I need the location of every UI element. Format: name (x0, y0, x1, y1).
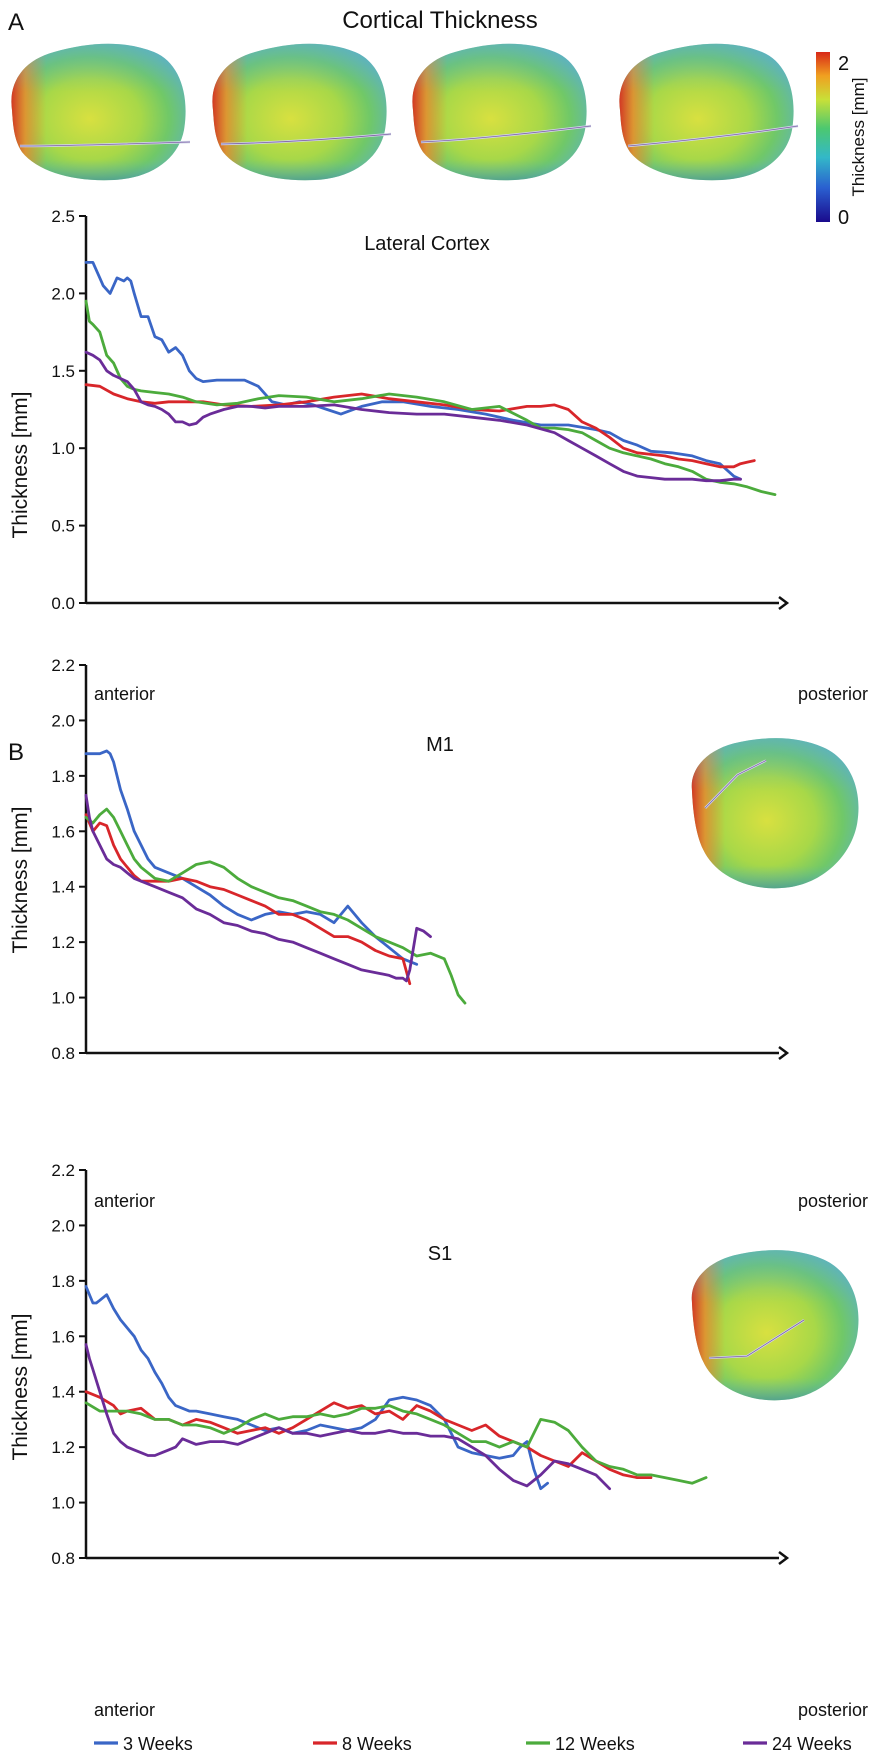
series-line-24-weeks (84, 1343, 611, 1491)
series-line-3-weeks (84, 749, 419, 966)
legend-label: 12 Weeks (555, 1734, 635, 1754)
y-tick-label: 0.5 (51, 517, 75, 536)
colorbar-title: Thickness [mm] (849, 77, 868, 196)
series-line-8-weeks (84, 813, 412, 986)
y-tick-label: 1.2 (51, 933, 75, 952)
brain-inset-m1 (691, 738, 859, 889)
chart-m1: M1 Thickness [mm] anterior posterior 0.8… (9, 656, 868, 1211)
y-tick-label: 2.0 (51, 1216, 75, 1235)
y-tick-label: 0.0 (51, 594, 75, 613)
series-line-12-weeks (84, 299, 777, 497)
y-tick-label: 1.0 (51, 439, 75, 458)
chart-s1: S1 Thickness [mm] anterior posterior 0.8… (9, 1161, 868, 1720)
y-axis-label: Thickness [mm] (9, 806, 32, 953)
colorbar: 2 0 Thickness [mm] (816, 52, 868, 229)
y-tick-label: 0.8 (51, 1549, 75, 1568)
y-tick-label: 1.8 (51, 1272, 75, 1291)
colorbar-min-label: 0 (838, 207, 849, 229)
y-tick-label: 1.6 (51, 1327, 75, 1346)
brain-render-24-weeks (619, 43, 799, 181)
x-axis-end-label: posterior (798, 1700, 868, 1720)
figure-title: Cortical Thickness (342, 7, 538, 34)
legend-item-3-weeks: 3 Weeks (94, 1734, 193, 1754)
brain-render-12-weeks (412, 43, 592, 181)
y-tick-label: 1.8 (51, 767, 75, 786)
series-line-24-weeks (84, 793, 432, 983)
legend-label: 8 Weeks (342, 1734, 412, 1754)
panel-a-label: A (8, 9, 24, 36)
series-line-8-weeks (84, 383, 756, 469)
legend-label: 24 Weeks (772, 1734, 852, 1754)
brain-inset-s1 (691, 1250, 859, 1401)
chart-lateral-cortex: Lateral Cortex Thickness [mm] anterior p… (9, 207, 868, 704)
brain-render-8-weeks (212, 43, 392, 181)
legend-item-8-weeks: 8 Weeks (313, 1734, 412, 1754)
colorbar-gradient (816, 52, 830, 222)
y-tick-label: 2.0 (51, 711, 75, 730)
colorbar-max-label: 2 (838, 53, 849, 75)
x-axis-arrow (778, 1551, 790, 1565)
series-line-12-weeks (84, 1401, 708, 1485)
legend: 3 Weeks 8 Weeks 12 Weeks 24 Weeks (94, 1734, 852, 1754)
y-tick-label: 1.4 (51, 1383, 75, 1402)
y-tick-label: 0.8 (51, 1044, 75, 1063)
chart-title: Lateral Cortex (364, 233, 490, 255)
y-tick-label: 1.5 (51, 362, 75, 381)
chart-title: M1 (426, 734, 454, 756)
series-line-12-weeks (84, 807, 467, 1005)
y-tick-label: 1.6 (51, 822, 75, 841)
x-axis-start-label: anterior (94, 1700, 155, 1720)
y-tick-label: 1.2 (51, 1438, 75, 1457)
legend-label: 3 Weeks (123, 1734, 193, 1754)
x-axis-arrow (778, 1046, 790, 1060)
x-axis-arrow (778, 596, 790, 610)
x-axis-start-label: anterior (94, 1191, 155, 1211)
series-line-3-weeks (84, 1285, 549, 1491)
series-line-3-weeks (84, 260, 742, 481)
y-tick-label: 2.0 (51, 284, 75, 303)
chart-title: S1 (428, 1243, 452, 1265)
y-tick-label: 1.4 (51, 878, 75, 897)
series-line-24-weeks (84, 350, 742, 483)
x-axis-end-label: posterior (798, 684, 868, 704)
y-tick-label: 1.0 (51, 989, 75, 1008)
y-axis-label: Thickness [mm] (9, 391, 32, 538)
legend-item-12-weeks: 12 Weeks (526, 1734, 635, 1754)
y-tick-label: 2.2 (51, 656, 75, 675)
brain-render-3-weeks (11, 43, 191, 181)
legend-item-24-weeks: 24 Weeks (743, 1734, 852, 1754)
y-axis-label: Thickness [mm] (9, 1313, 32, 1460)
y-tick-label: 2.2 (51, 1161, 75, 1180)
x-axis-start-label: anterior (94, 684, 155, 704)
y-tick-label: 2.5 (51, 207, 75, 226)
y-tick-label: 1.0 (51, 1494, 75, 1513)
x-axis-end-label: posterior (798, 1191, 868, 1211)
panel-b-label: B (8, 739, 24, 766)
